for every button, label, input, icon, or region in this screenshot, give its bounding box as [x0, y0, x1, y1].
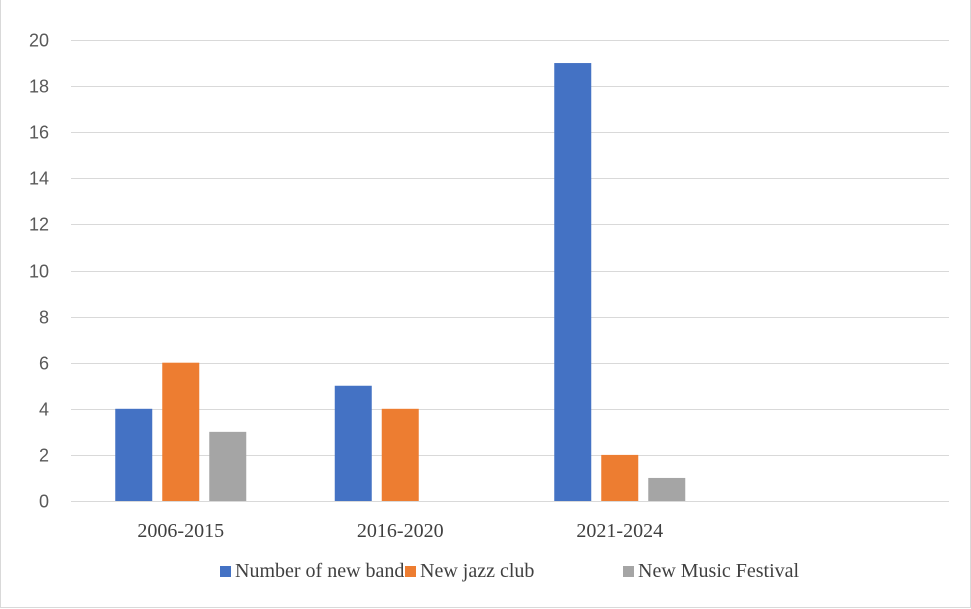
bar-2006-2015-series-0 [115, 408, 153, 501]
legend-label: New jazz club [420, 560, 534, 582]
legend-label: Number of new bands [235, 560, 412, 582]
legend-swatch [220, 566, 231, 577]
y-tick-label: 6 [39, 354, 49, 374]
legend-swatch [623, 566, 634, 577]
y-tick-label: 8 [39, 308, 49, 328]
y-tick-label: 4 [39, 400, 49, 420]
category-label: 2021-2024 [576, 520, 663, 542]
bar-2016-2020-series-1 [381, 408, 419, 501]
bar-2016-2020-series-0 [334, 385, 372, 501]
bar-2006-2015-series-1 [162, 362, 200, 501]
category-label: 2016-2020 [357, 520, 444, 542]
legend-label: New Music Festival [638, 560, 800, 582]
gridlines [71, 40, 949, 502]
y-tick-label: 2 [39, 446, 49, 466]
y-tick-label: 12 [29, 215, 49, 235]
y-tick-label: 10 [29, 262, 49, 282]
y-tick-label: 16 [29, 123, 49, 143]
y-axis-ticks: 0 2 4 6 8 10 12 14 16 18 20 [29, 31, 49, 512]
y-tick-label: 0 [39, 492, 49, 512]
legend: Number of new bands New jazz club New Musi… [220, 560, 800, 582]
x-axis-categories: 2006-2015 2016-2020 2021-2024 [137, 520, 663, 542]
bar-2006-2015-series-2 [209, 431, 247, 501]
y-tick-label: 14 [29, 169, 49, 189]
bar-2021-2024-series-1 [601, 454, 639, 501]
y-tick-label: 20 [29, 31, 49, 51]
bar-2021-2024-series-0 [554, 63, 592, 502]
category-label: 2006-2015 [137, 520, 224, 542]
bar-2021-2024-series-2 [648, 477, 686, 501]
bars [115, 63, 686, 502]
legend-swatch [405, 566, 416, 577]
y-tick-label: 18 [29, 77, 49, 97]
